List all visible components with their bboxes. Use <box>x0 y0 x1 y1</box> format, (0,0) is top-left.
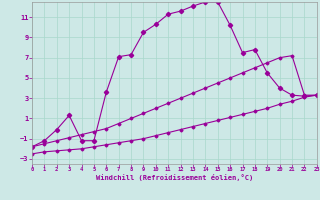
X-axis label: Windchill (Refroidissement éolien,°C): Windchill (Refroidissement éolien,°C) <box>96 174 253 181</box>
